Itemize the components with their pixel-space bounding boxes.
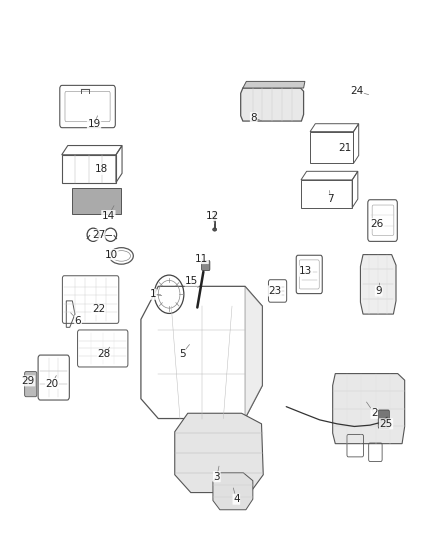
Polygon shape bbox=[243, 82, 305, 88]
Text: 29: 29 bbox=[21, 376, 35, 386]
Text: 23: 23 bbox=[268, 286, 281, 296]
Polygon shape bbox=[175, 413, 263, 492]
Text: 10: 10 bbox=[105, 249, 118, 260]
Polygon shape bbox=[360, 255, 396, 314]
Polygon shape bbox=[213, 473, 253, 510]
Text: 12: 12 bbox=[205, 211, 219, 221]
Text: 28: 28 bbox=[97, 350, 111, 359]
Text: 25: 25 bbox=[379, 419, 392, 429]
Text: 4: 4 bbox=[233, 494, 240, 504]
Polygon shape bbox=[245, 286, 262, 418]
Text: 11: 11 bbox=[195, 254, 208, 263]
FancyBboxPatch shape bbox=[25, 372, 37, 397]
Text: 27: 27 bbox=[92, 230, 105, 240]
Text: 6: 6 bbox=[75, 316, 81, 326]
Polygon shape bbox=[241, 88, 304, 121]
Text: 9: 9 bbox=[375, 286, 382, 296]
Text: 19: 19 bbox=[88, 119, 101, 130]
FancyBboxPatch shape bbox=[201, 261, 210, 270]
Ellipse shape bbox=[213, 228, 217, 231]
Text: 18: 18 bbox=[94, 164, 108, 174]
Polygon shape bbox=[72, 189, 121, 214]
Text: 8: 8 bbox=[251, 113, 257, 123]
Text: 13: 13 bbox=[299, 266, 312, 276]
Text: 1: 1 bbox=[150, 289, 156, 299]
Text: 2: 2 bbox=[371, 408, 378, 418]
Text: 20: 20 bbox=[46, 378, 59, 389]
Text: 3: 3 bbox=[213, 472, 220, 482]
Text: 7: 7 bbox=[327, 194, 333, 204]
Text: 5: 5 bbox=[179, 349, 185, 359]
Polygon shape bbox=[333, 374, 405, 443]
Text: 26: 26 bbox=[371, 219, 384, 229]
Text: 15: 15 bbox=[185, 276, 198, 286]
FancyBboxPatch shape bbox=[378, 410, 389, 429]
Text: 24: 24 bbox=[350, 86, 364, 96]
Text: 22: 22 bbox=[92, 304, 105, 314]
Text: 14: 14 bbox=[102, 211, 115, 221]
Text: 21: 21 bbox=[338, 142, 351, 152]
